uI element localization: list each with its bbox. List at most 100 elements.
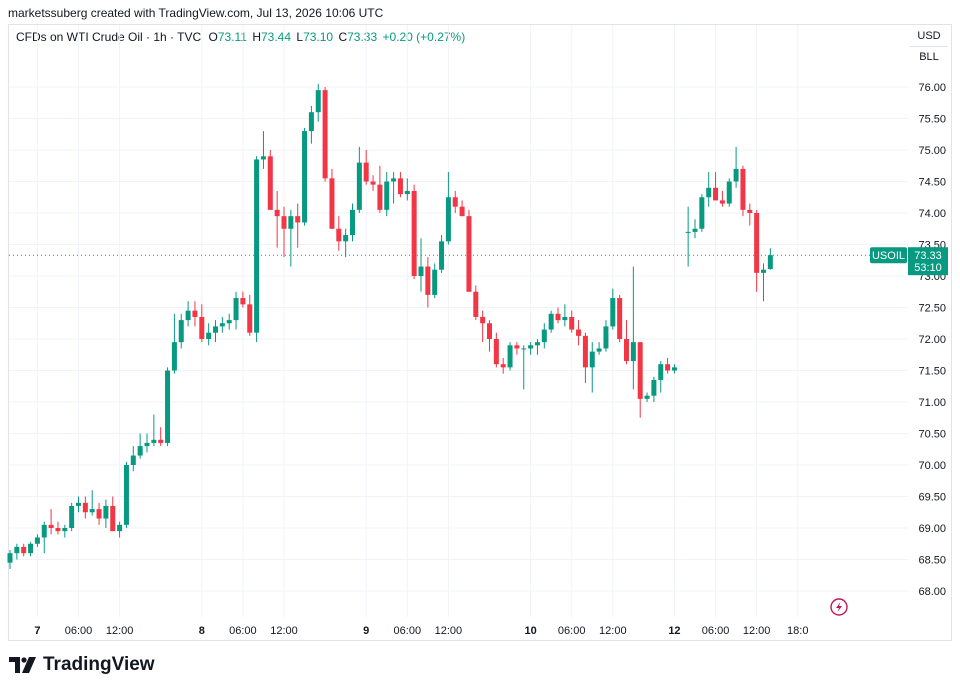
candle[interactable]: [699, 194, 705, 232]
candle[interactable]: [130, 446, 136, 472]
candle[interactable]: [637, 342, 643, 418]
candle[interactable]: [302, 127, 308, 226]
candle[interactable]: [411, 184, 417, 280]
symbol-label[interactable]: CFDs on WTI Crude Oil · 1h · TVC: [16, 30, 202, 44]
candle[interactable]: [500, 357, 506, 374]
candle[interactable]: [685, 206, 691, 267]
candle[interactable]: [466, 209, 472, 292]
candle[interactable]: [384, 172, 390, 217]
candle[interactable]: [761, 263, 766, 302]
candle[interactable]: [651, 376, 657, 402]
candle[interactable]: [213, 320, 218, 343]
candle[interactable]: [76, 496, 81, 513]
candle[interactable]: [493, 332, 499, 368]
candle[interactable]: [322, 87, 328, 182]
currency-label[interactable]: USD: [917, 30, 941, 42]
candle[interactable]: [459, 200, 465, 217]
candle[interactable]: [418, 238, 424, 292]
candle[interactable]: [726, 178, 732, 207]
candle[interactable]: [740, 165, 746, 217]
candle[interactable]: [185, 301, 191, 327]
candle[interactable]: [69, 502, 75, 532]
candle[interactable]: [534, 339, 540, 355]
candle[interactable]: [315, 83, 321, 122]
candle[interactable]: [610, 288, 616, 330]
candle[interactable]: [158, 427, 164, 447]
candle[interactable]: [404, 178, 410, 201]
candle[interactable]: [658, 361, 664, 393]
candle[interactable]: [425, 257, 431, 308]
candle[interactable]: [28, 541, 34, 557]
candle[interactable]: [445, 172, 451, 245]
candle[interactable]: [219, 316, 225, 333]
candle[interactable]: [569, 310, 575, 333]
candle[interactable]: [329, 168, 335, 229]
x-axis[interactable]: 7 06:00 12:00 8 06:00 12:00 9 06:00 12:00 10 06:00…: [34, 625, 808, 637]
candle[interactable]: [439, 235, 445, 273]
candle[interactable]: [480, 310, 486, 343]
candle[interactable]: [377, 165, 383, 213]
candle[interactable]: [151, 414, 157, 447]
candle[interactable]: [82, 496, 88, 519]
candle[interactable]: [281, 206, 287, 258]
candle[interactable]: [226, 313, 232, 330]
unit-label[interactable]: BLL: [919, 51, 939, 63]
candle[interactable]: [21, 543, 27, 557]
candle[interactable]: [733, 146, 739, 188]
candle[interactable]: [343, 228, 349, 258]
candle[interactable]: [137, 433, 143, 459]
candle[interactable]: [254, 156, 260, 343]
candle[interactable]: [199, 304, 205, 343]
y-axis[interactable]: 68.00 68.50 69.00 69.50 70.00 70.50 71.00 71.50…: [918, 82, 946, 598]
candle[interactable]: [521, 345, 527, 390]
candle[interactable]: [144, 433, 150, 453]
candle[interactable]: [514, 342, 520, 355]
candle[interactable]: [713, 172, 719, 201]
candle[interactable]: [123, 461, 129, 528]
candle[interactable]: [62, 524, 68, 538]
tradingview-logo[interactable]: TradingView: [9, 654, 155, 676]
candle[interactable]: [41, 521, 47, 554]
candle[interactable]: [103, 499, 109, 528]
candle[interactable]: [562, 304, 568, 327]
candle[interactable]: [336, 216, 342, 251]
candle[interactable]: [117, 521, 123, 538]
candle[interactable]: [397, 172, 403, 198]
candle[interactable]: [589, 342, 595, 393]
candle[interactable]: [747, 203, 753, 226]
candle[interactable]: [624, 320, 629, 365]
candle[interactable]: [295, 203, 301, 248]
candle[interactable]: [596, 342, 602, 355]
candle[interactable]: [240, 291, 246, 308]
candle[interactable]: [754, 209, 760, 292]
candle[interactable]: [692, 219, 698, 239]
candle[interactable]: [541, 323, 547, 349]
candle[interactable]: [644, 392, 650, 402]
candle[interactable]: [719, 190, 725, 207]
candle[interactable]: [48, 509, 54, 535]
candle[interactable]: [206, 323, 212, 346]
candle[interactable]: [363, 150, 369, 185]
candle[interactable]: [96, 502, 102, 525]
candle[interactable]: [34, 534, 40, 547]
currency-unit-box[interactable]: USD BLL: [910, 26, 948, 67]
candle[interactable]: [555, 307, 561, 324]
candle[interactable]: [308, 105, 314, 144]
candle[interactable]: [350, 203, 355, 242]
candle[interactable]: [165, 367, 171, 447]
candle[interactable]: [171, 313, 177, 374]
candle[interactable]: [452, 190, 458, 213]
candle[interactable]: [487, 320, 492, 352]
candle[interactable]: [473, 285, 479, 321]
candle[interactable]: [548, 310, 554, 333]
candle[interactable]: [14, 543, 20, 560]
candle[interactable]: [192, 301, 198, 327]
candle[interactable]: [110, 496, 116, 532]
candle[interactable]: [260, 131, 266, 169]
candle[interactable]: [665, 357, 671, 374]
candle[interactable]: [370, 175, 376, 191]
candle[interactable]: [617, 294, 623, 343]
candle[interactable]: [288, 209, 294, 267]
candle[interactable]: [391, 172, 397, 204]
